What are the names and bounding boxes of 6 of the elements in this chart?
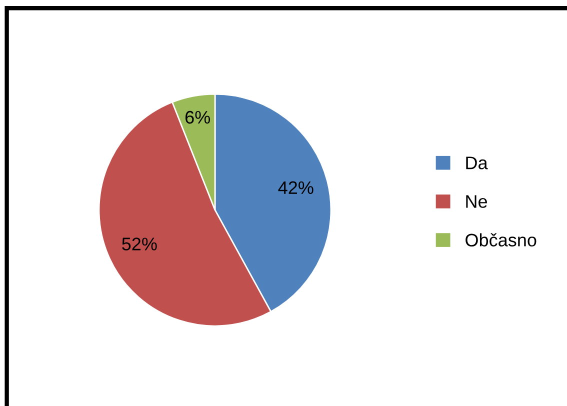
legend-label: Ne <box>466 195 487 208</box>
legend-label: Občasno <box>466 233 536 246</box>
data-label: 6% <box>185 110 210 124</box>
data-label: 42% <box>278 181 314 194</box>
data-label: 52% <box>122 238 157 250</box>
legend-label: Da <box>466 156 488 170</box>
